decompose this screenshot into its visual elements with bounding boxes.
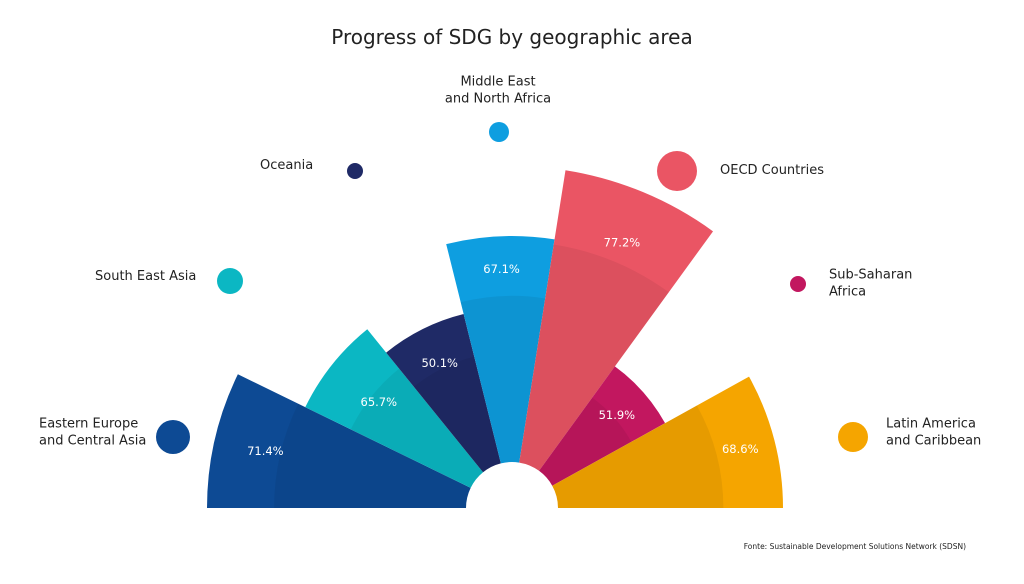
sector-south-east-asia — [305, 329, 484, 488]
sector-shade-south-east-asia — [350, 368, 484, 488]
chart-title: Progress of SDG by geographic area — [331, 25, 692, 49]
category-label-middle-east-and-north-africa: and North Africa — [445, 92, 551, 107]
sector-latin-america-and-caribbean — [552, 376, 783, 508]
sector-oecd-countries — [519, 170, 714, 471]
dot-latin-america-and-caribbean — [838, 422, 868, 452]
category-label-oceania: Oceania — [260, 158, 313, 173]
category-label-latin-america-and-caribbean: and Caribbean — [886, 434, 981, 449]
sector-shade-eastern-europe-and-central-asia — [274, 403, 471, 508]
sector-sub-saharan-africa — [539, 366, 666, 486]
value-label-sub-saharan-africa: 51.9% — [599, 408, 636, 422]
sector-shade-latin-america-and-caribbean — [552, 405, 724, 508]
sector-shade-middle-east-and-north-africa — [460, 295, 546, 464]
category-label-eastern-europe-and-central-asia: Eastern Europe — [39, 417, 138, 432]
category-labels-group: Eastern Europe and Central Asia South East… — [39, 75, 981, 449]
category-label-eastern-europe-and-central-asia: and Central Asia — [39, 434, 146, 449]
dot-middle-east-and-north-africa — [489, 122, 509, 142]
category-label-sub-saharan-africa: Africa — [829, 285, 866, 300]
dot-south-east-asia — [217, 268, 243, 294]
dots-group — [156, 122, 868, 454]
sector-shade-sub-saharan-africa — [539, 397, 632, 486]
value-label-latin-america-and-caribbean: 68.6% — [722, 442, 759, 456]
dot-sub-saharan-africa — [790, 276, 806, 292]
sector-shade-oceania — [413, 356, 501, 473]
sector-middle-east-and-north-africa — [446, 235, 555, 464]
value-label-middle-east-and-north-africa: 67.1% — [483, 262, 520, 276]
value-label-oecd-countries: 77.2% — [604, 236, 641, 250]
center-hole — [467, 463, 557, 553]
labels-group: 71.4% 65.7% 50.1% 67.1% 77.2% 51.9% 68.6% — [247, 236, 759, 458]
dot-eastern-europe-and-central-asia — [156, 420, 190, 454]
source-note: Fonte: Sustainable Development Solutions… — [744, 542, 966, 551]
category-label-sub-saharan-africa: Sub-Saharan — [829, 268, 912, 283]
category-label-south-east-asia: South East Asia — [95, 269, 196, 284]
sector-oceania — [386, 313, 501, 473]
sectors-group — [207, 170, 783, 553]
category-label-oecd-countries: OECD Countries — [720, 163, 824, 178]
dot-oceania — [347, 163, 363, 179]
dot-oecd-countries — [657, 151, 697, 191]
value-label-south-east-asia: 65.7% — [361, 395, 398, 409]
sector-eastern-europe-and-central-asia — [207, 374, 471, 508]
value-label-eastern-europe-and-central-asia: 71.4% — [247, 444, 284, 458]
value-label-oceania: 50.1% — [421, 356, 458, 370]
category-label-middle-east-and-north-africa: Middle East — [460, 75, 535, 90]
category-label-latin-america-and-caribbean: Latin America — [886, 417, 976, 432]
sector-shade-oecd-countries — [519, 244, 669, 471]
